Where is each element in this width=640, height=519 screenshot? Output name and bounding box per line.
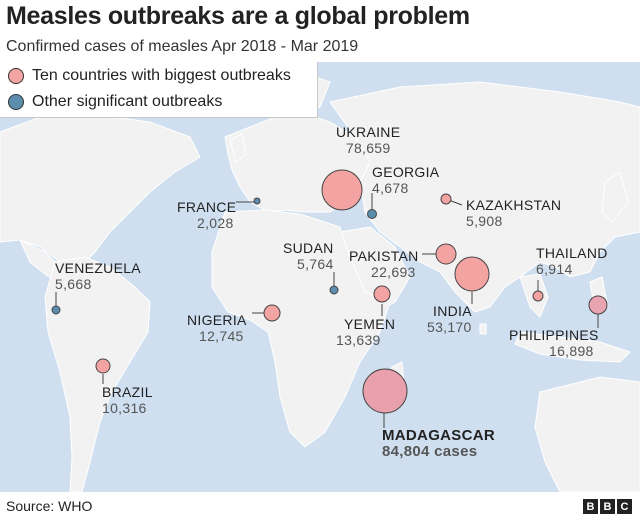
uk-land [229,133,247,163]
label-madagascar: MADAGASCAR 84,804 cases [382,428,495,460]
case-count: 84,804 cases [382,443,478,460]
case-count: 5,764 [297,256,334,272]
country-name: INDIA [433,303,472,319]
case-count: 13,639 [336,332,381,348]
label-brazil: BRAZIL 10,316 [102,384,153,416]
case-count: 78,659 [345,140,391,156]
legend: Ten countries with biggest outbreaks Oth… [0,62,318,118]
case-count: 16,898 [549,343,594,359]
country-name: YEMEN [344,316,396,332]
case-count: 53,170 [427,319,472,335]
legend-item-big: Ten countries with biggest outbreaks [8,67,291,85]
country-name: NIGERIA [187,312,247,328]
label-sudan: SUDAN 5,764 [283,240,334,272]
bbc-logo-letter: B [583,499,598,514]
case-count: 12,745 [199,328,244,344]
legend-item-label: Ten countries with biggest outbreaks [32,67,291,84]
legend-item-other: Other significant outbreaks [8,93,222,111]
bbc-logo-letter: B [600,499,615,514]
case-count: 5,668 [55,276,92,292]
case-count: 22,693 [371,264,416,280]
label-georgia: GEORGIA 4,678 [372,164,439,196]
label-thailand: THAILAND 6,914 [536,245,608,277]
case-count: 4,678 [372,180,409,196]
label-kazakhstan: KAZAKHSTAN 5,908 [466,197,561,229]
country-name: BRAZIL [102,384,153,400]
country-name: THAILAND [536,245,608,261]
sri-lanka-land [479,323,487,335]
philippines-land [589,276,609,313]
page-subtitle: Confirmed cases of measles Apr 2018 - Ma… [6,38,359,55]
case-count: 6,914 [536,261,573,277]
legend-item-label: Other significant outbreaks [32,93,223,110]
japan-land [601,171,629,223]
legend-pink-dot-icon [8,68,24,84]
indonesia-land [514,331,631,363]
label-ukraine: UKRAINE 78,659 [336,124,400,156]
africa-land [211,209,391,448]
case-count: 5,908 [466,213,503,229]
se-asia-land [519,273,549,318]
country-name: VENEZUELA [55,260,141,276]
country-name: UKRAINE [336,124,401,140]
case-count: 10,316 [102,400,147,416]
bbc-logo-letter: C [617,499,632,514]
label-yemen: YEMEN 13,639 [336,316,395,348]
country-name: PHILIPPINES [509,327,599,343]
country-name: MADAGASCAR [382,427,495,444]
case-count: 2,028 [197,215,234,231]
bbc-logo: B B C [583,499,632,514]
footer: Source: WHO B B C [0,492,640,519]
country-name: PAKISTAN [349,248,419,264]
label-philippines: PHILIPPINES 16,898 [509,327,599,359]
label-india: INDIA 53,170 [427,303,472,335]
label-france: FRANCE 2,028 [177,199,236,231]
country-name: KAZAKHSTAN [466,197,562,213]
label-venezuela: VENEZUELA 5,668 [55,260,141,292]
north-america-land [0,113,201,268]
country-name: FRANCE [177,199,237,215]
country-name: SUDAN [283,240,334,256]
source-text: Source: WHO [6,498,93,514]
madagascar-land [384,361,405,408]
page-title: Measles outbreaks are a global problem [6,2,470,30]
australia-land [534,376,640,492]
south-america-land [44,256,151,492]
label-nigeria: NIGERIA 12,745 [187,312,247,344]
label-pakistan: PAKISTAN 22,693 [349,248,419,280]
country-name: GEORGIA [372,164,440,180]
legend-blue-dot-icon [8,94,24,110]
